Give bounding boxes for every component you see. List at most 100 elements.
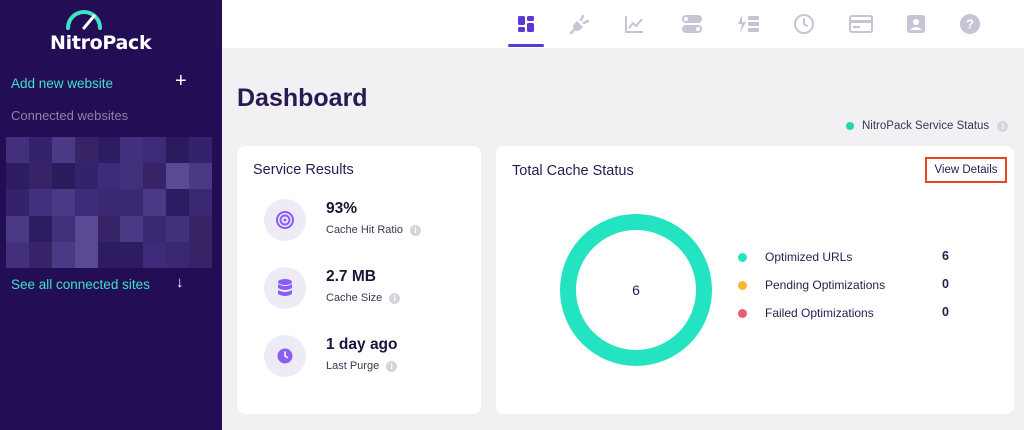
legend-value: 6 (942, 249, 949, 263)
info-icon[interactable]: i (997, 120, 1009, 132)
add-new-website-link[interactable]: Add new website (11, 76, 114, 91)
blurred-pixel (189, 163, 212, 190)
connected-sites-list-blurred[interactable] (6, 137, 212, 268)
target-icon (264, 199, 306, 241)
metric-value: 93% (326, 200, 358, 217)
blurred-pixel (51, 189, 75, 216)
cache-status-title: Total Cache Status (512, 163, 634, 179)
metric-label-wrap: Last Purge i (326, 360, 398, 372)
blurred-pixel (97, 189, 121, 216)
blurred-pixel (189, 215, 212, 242)
blurred-pixel (6, 215, 29, 242)
blurred-pixel (143, 163, 167, 190)
info-icon[interactable]: i (389, 292, 401, 304)
history-icon[interactable] (790, 10, 818, 38)
brand-name: NitroPack (50, 32, 152, 54)
service-results-card: Service Results 93% Cache Hit Ratio i 2.… (237, 146, 481, 414)
blurred-pixel (28, 137, 52, 164)
legend-dot-icon (738, 281, 747, 290)
blurred-pixel (143, 215, 167, 242)
page-title: Dashboard (237, 84, 368, 112)
metric-label-wrap: Cache Hit Ratio i (326, 224, 422, 236)
metric-label: Cache Hit Ratio (326, 224, 404, 236)
cache-hit-ratio-metric: 93% Cache Hit Ratio i (264, 195, 474, 245)
nitropack-logo[interactable]: NitroPack (48, 8, 178, 58)
info-icon[interactable]: i (386, 360, 398, 372)
blurred-pixel (51, 163, 75, 190)
blurred-pixel (166, 215, 190, 242)
legend-row-optimized: Optimized URLs 6 (736, 249, 956, 267)
chart-line-icon[interactable] (620, 10, 648, 38)
legend-row-pending: Pending Optimizations 0 (736, 277, 956, 295)
legend-label: Failed Optimizations (765, 306, 874, 320)
legend-value: 0 (942, 305, 949, 319)
optimized-urls-slice (560, 214, 712, 366)
blurred-pixel (97, 241, 121, 268)
blurred-pixel (189, 137, 212, 164)
blurred-pixel (51, 241, 75, 268)
service-results-title: Service Results (253, 162, 354, 178)
blurred-pixel (166, 163, 190, 190)
blurred-pixel (120, 189, 144, 216)
blurred-pixel (120, 241, 144, 268)
metric-label: Cache Size (326, 292, 383, 304)
metric-label-wrap: Cache Size i (326, 292, 401, 304)
blurred-pixel (97, 137, 121, 164)
legend-row-failed: Failed Optimizations 0 (736, 305, 956, 323)
blurred-pixel (189, 241, 212, 268)
dashboard-icon[interactable] (512, 10, 540, 38)
blurred-pixel (28, 163, 52, 190)
blurred-pixel (74, 163, 98, 190)
donut-total-label: 6 (632, 282, 640, 298)
help-icon[interactable]: ? (956, 10, 984, 38)
blurred-pixel (74, 137, 98, 164)
view-details-button[interactable]: View Details (925, 157, 1007, 183)
blurred-pixel (166, 241, 190, 268)
blurred-pixel (74, 215, 98, 242)
metric-label: Last Purge (326, 360, 380, 372)
sidebar: NitroPack Add new website + Connected we… (0, 0, 222, 430)
cache-size-metric: 2.7 MB Cache Size i (264, 263, 474, 313)
user-badge-icon[interactable] (902, 10, 930, 38)
service-status: NitroPack Service Status i (846, 120, 1009, 132)
plus-icon[interactable]: + (175, 70, 187, 92)
last-purge-metric: 1 day ago Last Purge i (264, 331, 474, 381)
blurred-pixel (189, 189, 212, 216)
credit-card-icon[interactable] (847, 10, 875, 38)
metric-value: 1 day ago (326, 336, 398, 353)
total-cache-status-card: Total Cache Status View Details 6 Optimi… (496, 146, 1014, 414)
info-icon[interactable]: i (410, 224, 422, 236)
blurred-pixel (143, 189, 167, 216)
blurred-pixel (97, 163, 121, 190)
status-dot-icon (846, 122, 854, 130)
connected-websites-label: Connected websites (11, 108, 129, 123)
clock-icon (264, 335, 306, 377)
blurred-pixel (28, 189, 52, 216)
blurred-pixel (120, 137, 144, 164)
cache-status-donut: 6 (560, 214, 712, 366)
svg-text:?: ? (966, 17, 974, 32)
see-all-sites-link[interactable]: See all connected sites (11, 277, 150, 292)
metric-value: 2.7 MB (326, 268, 376, 285)
blurred-pixel (97, 215, 121, 242)
blurred-pixel (6, 137, 29, 164)
blurred-pixel (74, 189, 98, 216)
blurred-pixel (51, 137, 75, 164)
blurred-pixel (143, 241, 167, 268)
blurred-pixel (28, 215, 52, 242)
database-icon (264, 267, 306, 309)
blurred-pixel (51, 215, 75, 242)
blurred-pixel (74, 241, 98, 268)
arrow-down-icon[interactable]: ↓ (176, 274, 184, 291)
legend-label: Optimized URLs (765, 250, 853, 264)
legend-dot-icon (738, 253, 747, 262)
toggles-icon[interactable] (678, 10, 706, 38)
plug-icon[interactable] (566, 10, 594, 38)
bolt-list-icon[interactable] (734, 10, 762, 38)
blurred-pixel (28, 241, 52, 268)
top-navigation: ? (222, 0, 1024, 48)
blurred-pixel (6, 241, 29, 268)
blurred-pixel (166, 137, 190, 164)
blurred-pixel (6, 189, 29, 216)
legend-value: 0 (942, 277, 949, 291)
